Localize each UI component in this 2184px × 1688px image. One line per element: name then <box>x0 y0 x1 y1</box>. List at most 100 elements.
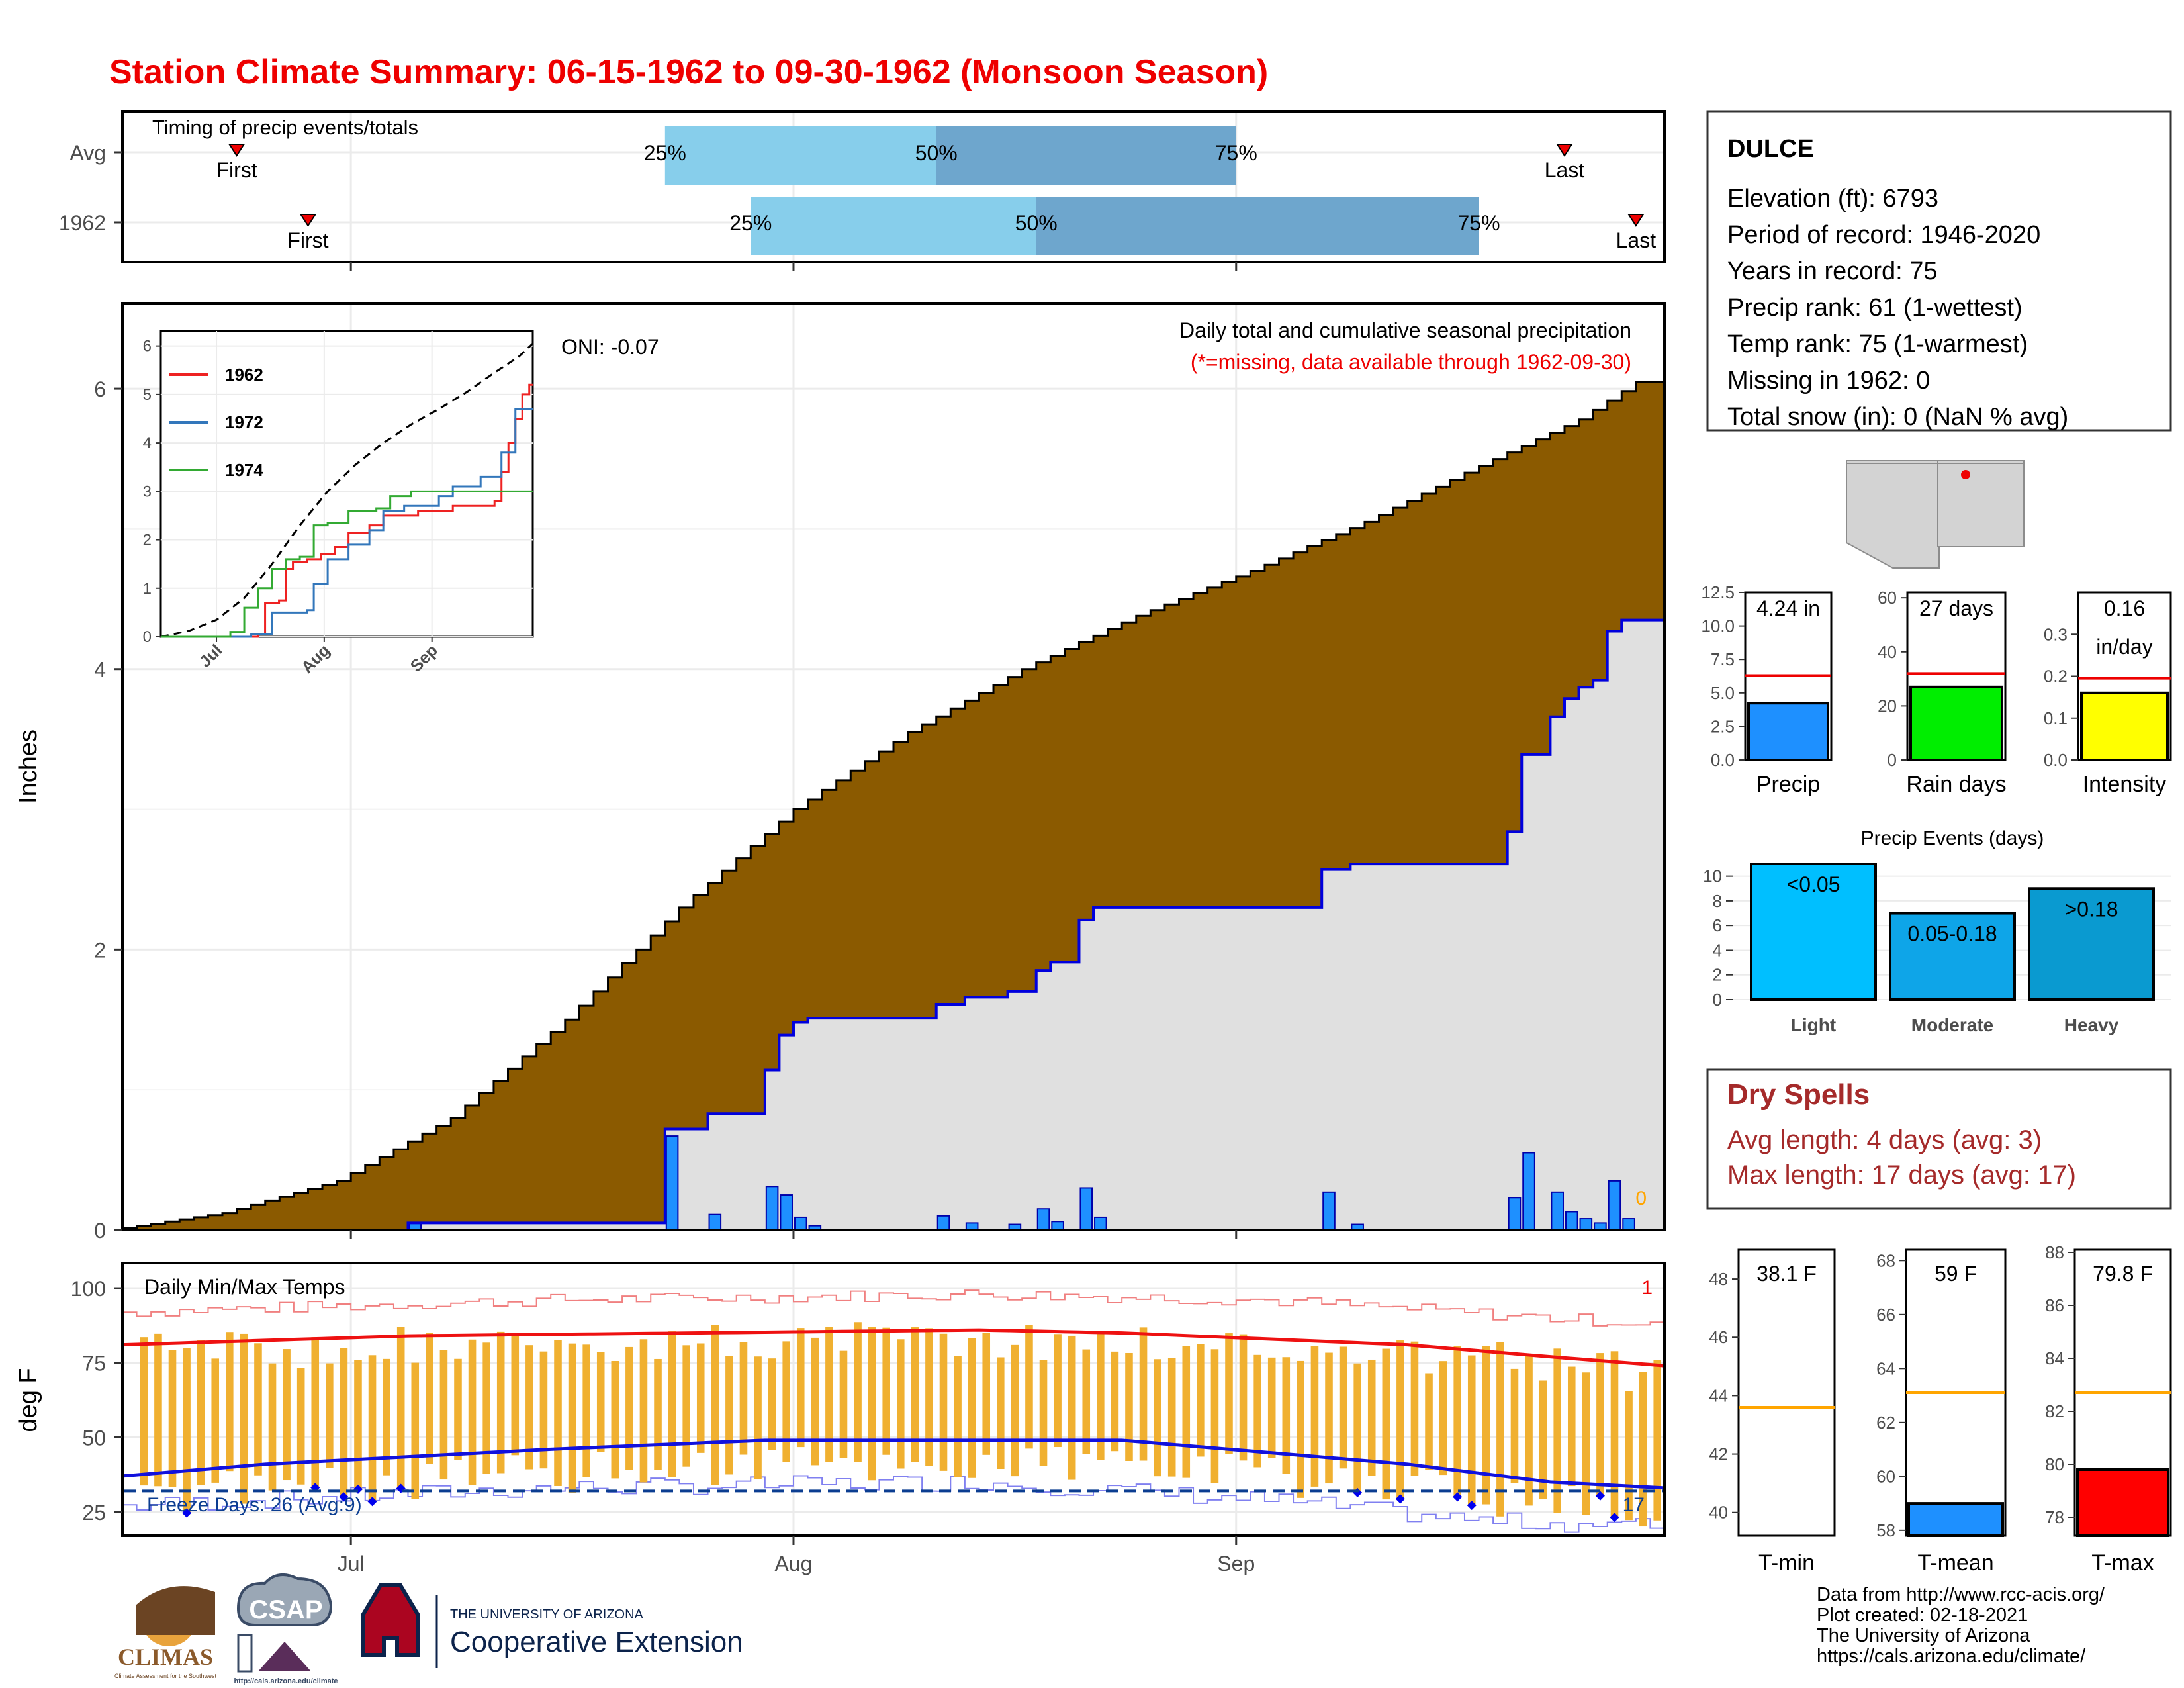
inset-ytick-label: 0 <box>143 628 152 646</box>
timing-label: Timing of precip events/totals <box>152 116 418 139</box>
inset-frame <box>159 330 534 638</box>
temp-daily-bar <box>1353 1363 1361 1494</box>
temps-ytick-label: 50 <box>82 1426 106 1450</box>
station-info-line: Precip rank: 61 (1-wettest) <box>1727 294 2023 322</box>
temp-daily-bar <box>1054 1334 1062 1448</box>
temp-daily-bar <box>1639 1372 1647 1527</box>
temp-daily-bar <box>240 1333 248 1504</box>
temp-daily-bar <box>197 1340 205 1485</box>
temp-daily-bar <box>982 1333 991 1455</box>
mini-bar-name: Precip <box>1756 772 1820 797</box>
mini-bar-Rain days <box>1909 685 2003 762</box>
precip-events-panel: Precip Events (days) 0 2 4 6 8 10 <0.05 Light 0.0… <box>1703 827 2171 1035</box>
temps-end-hot: 1 <box>1641 1277 1653 1299</box>
timing-marker-label: Last <box>1545 158 1585 182</box>
page-title: Station Climate Summary: 06-15-1962 to 0… <box>109 53 1268 91</box>
events-ytick-label: 10 <box>1703 867 1722 886</box>
temp-summary-value-label: 38.1 F <box>1756 1262 1817 1286</box>
temp-daily-bar <box>1039 1360 1048 1466</box>
dry-spells-frame <box>1706 1068 2172 1210</box>
temp-daily-bar <box>1610 1351 1619 1519</box>
temp-daily-bar <box>1596 1353 1604 1497</box>
temp-summary-ytick-label: 60 <box>1876 1466 1895 1486</box>
precip-ytick-label: 4 <box>94 658 106 682</box>
mini-bar-Precip <box>1747 702 1829 761</box>
temp-daily-bar <box>554 1340 562 1486</box>
temp-daily-bar <box>1253 1354 1261 1468</box>
temp-daily-bar <box>1396 1340 1404 1500</box>
mini-bar-ytick-label: 5.0 <box>1711 683 1735 703</box>
temp-summary-ytick-label: 88 <box>2045 1243 2064 1262</box>
events-ytick-label: 2 <box>1713 965 1722 985</box>
timing-marker-label: First <box>216 158 257 182</box>
temp-daily-bar <box>1653 1360 1661 1521</box>
temp-daily-bar <box>1453 1346 1461 1498</box>
temp-daily-bar <box>882 1327 890 1455</box>
dry-spells-panel: Dry Spells Avg length: 4 days (avg: 3) Max… <box>1706 1068 2172 1210</box>
locator-map <box>1846 460 2028 569</box>
daily-precip-bar <box>794 1216 807 1231</box>
station-info-line: Total snow (in): 0 (NaN % avg) <box>1727 403 2068 431</box>
timing-row-label: 1962 <box>59 211 106 235</box>
temp-daily-bar <box>183 1348 191 1514</box>
precip-ylabel: Inches <box>15 729 42 804</box>
daily-precip-bar <box>1551 1191 1564 1231</box>
temp-summary-bar-T-mean <box>1907 1502 2004 1537</box>
climas-logo-subtext: Climate Assessment for the Southwest <box>114 1673 217 1679</box>
events-xtick-label: Light <box>1791 1015 1836 1035</box>
events-ytick-label: 8 <box>1713 891 1722 911</box>
dry-spells-max: Max length: 17 days (avg: 17) <box>1727 1160 2076 1190</box>
precip-frame <box>121 302 1666 1231</box>
csap-logo-text: CSAP <box>249 1595 322 1624</box>
temp-summary-bar-T-max <box>2076 1468 2169 1537</box>
daily-precip-bar <box>780 1194 793 1231</box>
mini-bar-ytick-label: 12.5 <box>1701 583 1735 602</box>
temp-daily-bar <box>482 1342 490 1475</box>
temp-daily-bar <box>839 1350 848 1458</box>
temp-daily-bar <box>1097 1333 1105 1460</box>
inset-series-1962 <box>161 383 533 638</box>
daily-precip-bar <box>1522 1152 1535 1231</box>
freeze-marker <box>1453 1492 1463 1502</box>
mini-bar-value-label: 27 days <box>1919 596 1993 620</box>
events-xtick-label: Moderate <box>1911 1015 1993 1035</box>
events-xtick-label: Heavy <box>2064 1015 2119 1035</box>
temp-daily-bar <box>568 1343 576 1493</box>
timing-marker-label: Last <box>1616 228 1657 252</box>
ua-logo-big-text: Cooperative Extension <box>450 1626 743 1658</box>
climas-logo-shape <box>136 1586 215 1635</box>
temp-daily-bar <box>1125 1352 1133 1461</box>
temp-daily-bar <box>925 1328 933 1466</box>
temp-daily-bar <box>383 1358 390 1476</box>
temp-daily-bar <box>1467 1355 1476 1507</box>
freeze-marker <box>1467 1500 1477 1511</box>
timing-marker-last <box>1556 144 1573 157</box>
temp-daily-bar <box>140 1337 148 1486</box>
temp-daily-bar <box>997 1357 1005 1470</box>
temp-daily-bar <box>1068 1335 1076 1480</box>
inset-avg-line <box>160 342 534 638</box>
inset-ytick-label: 5 <box>143 386 152 404</box>
timing-pct-label: 75% <box>1458 211 1500 235</box>
dry-spells-avg: Avg length: 4 days (avg: 3) <box>1727 1125 2042 1154</box>
temp-summary-ytick-label: 48 <box>1709 1269 1728 1289</box>
timing-marker-label: First <box>287 228 328 252</box>
temps-xtick-label: Jul <box>338 1552 365 1575</box>
station-name: DULCE <box>1727 135 1814 163</box>
temp-daily-bar <box>582 1344 590 1477</box>
csap-logo-bars <box>237 1634 253 1673</box>
temp-daily-bar <box>1439 1361 1447 1476</box>
temp-daily-bar <box>268 1363 277 1491</box>
temp-daily-bar <box>682 1345 690 1467</box>
temp-daily-bar <box>296 1368 305 1485</box>
temp-summary-ytick-label: 82 <box>2045 1401 2064 1421</box>
temps-record-min <box>122 1475 1664 1533</box>
temp-daily-bar <box>1225 1333 1233 1454</box>
temp-daily-bar <box>1539 1380 1547 1500</box>
temp-daily-bar <box>311 1337 320 1489</box>
temp-daily-bar <box>868 1327 876 1481</box>
temp-summary-ytick-label: 58 <box>1876 1521 1895 1540</box>
temp-daily-bar <box>154 1333 162 1487</box>
daily-precip-bar <box>1036 1208 1050 1231</box>
daily-precip-bar <box>1508 1197 1522 1231</box>
